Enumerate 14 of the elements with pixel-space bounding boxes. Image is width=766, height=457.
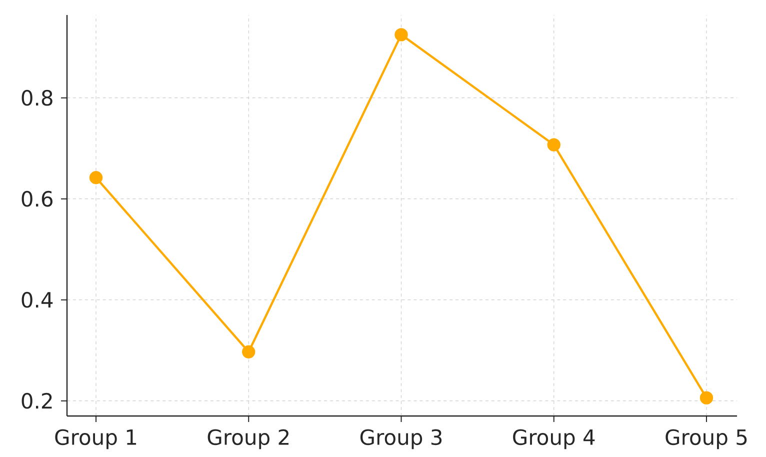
y-tick-label: 0.4 xyxy=(22,292,53,308)
x-tick-label: Group 5 xyxy=(666,429,747,450)
y-tick-label: 0.6 xyxy=(22,190,52,207)
x-tick-label: Group 1 xyxy=(55,429,136,450)
point xyxy=(242,345,256,358)
y-tick-label: 0.8 xyxy=(22,90,52,106)
point xyxy=(394,28,408,42)
x-tick-label: Group 4 xyxy=(513,429,595,450)
x-tick-label: Group 3 xyxy=(360,429,442,450)
point xyxy=(89,171,103,184)
point xyxy=(547,138,560,152)
y-tick-label: 0.2 xyxy=(22,392,52,409)
x-tick-label: Group 2 xyxy=(208,429,289,450)
point xyxy=(700,391,714,404)
